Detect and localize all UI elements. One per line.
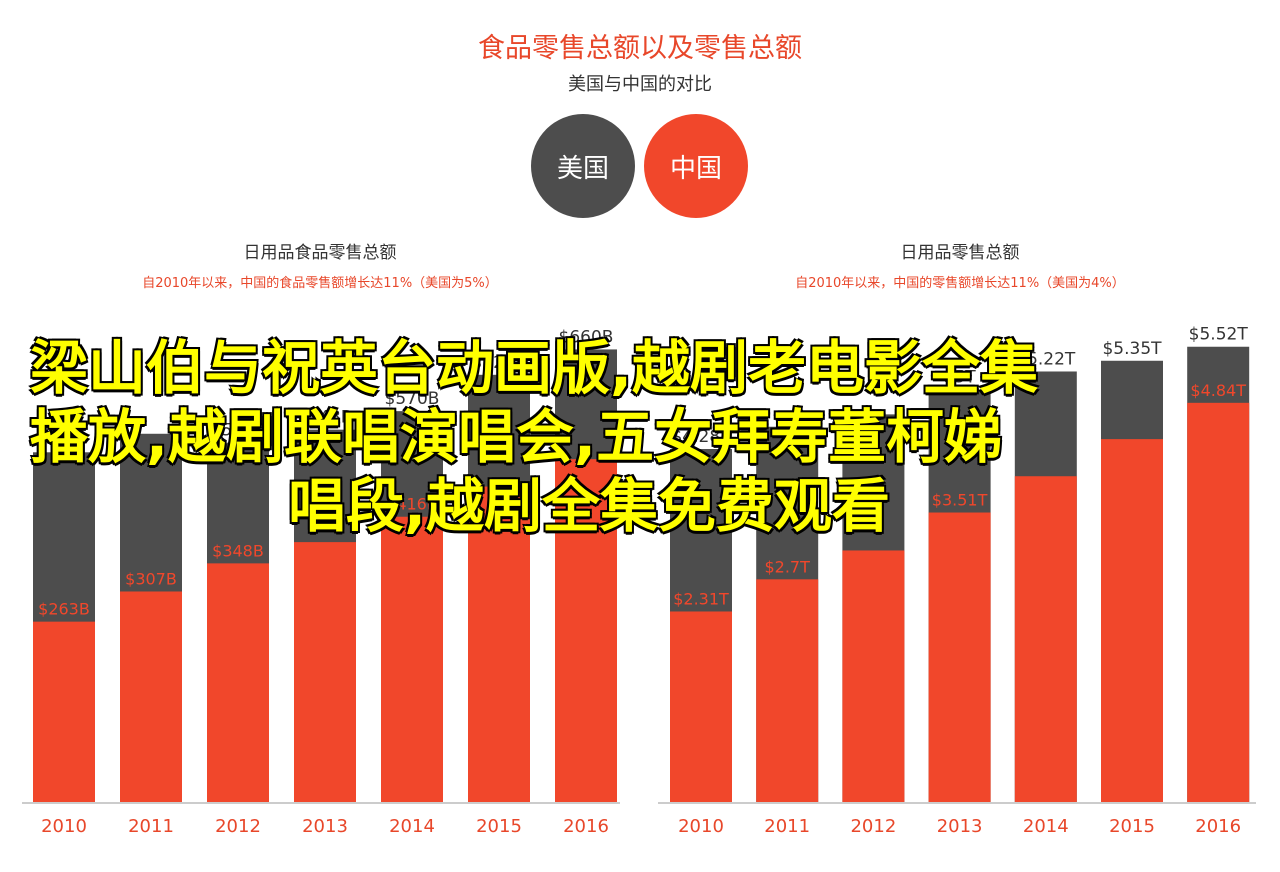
label-china-2010: $263B xyxy=(38,600,90,619)
x-tick-2012: 2012 xyxy=(215,816,261,837)
legend-usa: 美国 xyxy=(531,114,635,218)
label-usa-2014: $570B xyxy=(385,389,440,409)
bar-china-2014 xyxy=(381,516,443,802)
x-tick-2012: 2012 xyxy=(850,816,896,837)
x-tick-2014: 2014 xyxy=(389,816,435,837)
bar-china-2016 xyxy=(1187,402,1250,802)
bar-china-2013 xyxy=(928,512,991,802)
bar-china-2014 xyxy=(1014,476,1077,802)
label-china-2013: $3.51T xyxy=(932,491,988,510)
bar-china-2015 xyxy=(1101,439,1163,802)
label-china-2011: $307B xyxy=(125,569,177,588)
bar-china-2012 xyxy=(842,550,905,802)
label-usa-2013: $543B xyxy=(298,408,353,428)
page-subtitle: 美国与中国的对比 xyxy=(568,74,712,95)
label-usa-2016: $5.52T xyxy=(1189,325,1249,345)
label-usa-2015: $5.35T xyxy=(1102,339,1162,359)
label-china-2016: $4.84T xyxy=(1190,381,1246,400)
bar-china-2013 xyxy=(294,542,356,802)
x-tick-2011: 2011 xyxy=(128,816,174,837)
label-china-2010: $2.31T xyxy=(673,589,729,608)
x-tick-2013: 2013 xyxy=(302,816,348,837)
label-usa-2013: $5T xyxy=(944,368,977,388)
label-usa-2016: $660B xyxy=(559,327,614,347)
x-tick-2016: 2016 xyxy=(563,816,609,837)
bar-china-2016 xyxy=(555,459,617,802)
x-tick-2014: 2014 xyxy=(1023,816,1069,837)
chart-left-note: 自2010年以来，中国的食品零售额增长达11%（美国为5%） xyxy=(142,276,498,291)
label-usa-2014: $5.22T xyxy=(1016,349,1076,369)
chart-left-title: 日用品食品零售总额 xyxy=(243,243,397,263)
x-tick-2011: 2011 xyxy=(764,816,810,837)
label-china-2012: $348B xyxy=(212,541,264,560)
x-tick-2015: 2015 xyxy=(476,816,522,837)
label-usa-2012: $524B xyxy=(211,421,266,441)
bar-china-2010 xyxy=(33,621,95,802)
bar-china-2010 xyxy=(670,611,732,802)
page-title: 食品零售总额以及零售总额 xyxy=(478,33,802,64)
label-usa-2010: $4.28T xyxy=(671,427,731,447)
chart-right-note: 自2010年以来，中国的零售额增长达11%（美国为4%） xyxy=(795,276,1125,291)
bar-china-2012 xyxy=(207,563,269,802)
bar-china-2011 xyxy=(756,579,819,802)
label-usa-2015: $623B xyxy=(472,353,527,373)
label-china-2014: $416B xyxy=(386,495,438,514)
label-china-2011: $2.7T xyxy=(764,557,810,576)
bar-china-2011 xyxy=(120,591,182,802)
x-tick-2015: 2015 xyxy=(1109,816,1155,837)
x-tick-2016: 2016 xyxy=(1195,816,1241,837)
x-tick-2010: 2010 xyxy=(678,816,724,837)
chart-right-title: 日用品零售总额 xyxy=(900,243,1020,263)
legend-china: 中国 xyxy=(644,114,748,218)
x-tick-2013: 2013 xyxy=(937,816,983,837)
bar-china-2015 xyxy=(468,486,530,802)
x-tick-2010: 2010 xyxy=(41,816,87,837)
